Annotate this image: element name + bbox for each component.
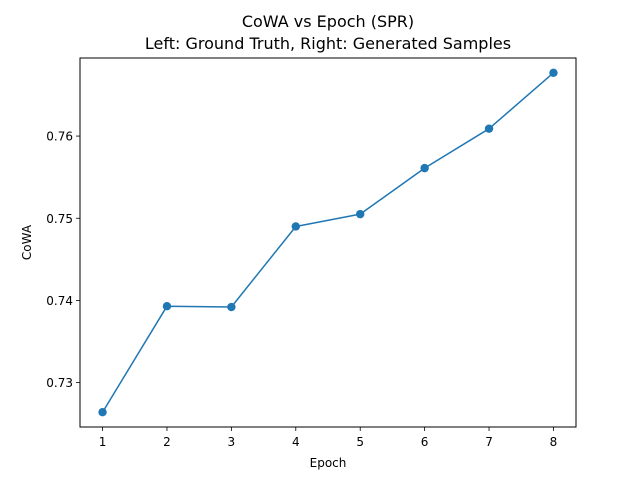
data-point <box>227 302 236 312</box>
x-tick-label: 3 <box>228 435 236 449</box>
x-tick-label: 1 <box>99 435 107 449</box>
x-axis-label: Epoch <box>310 456 347 470</box>
data-point <box>291 222 300 231</box>
series-line <box>101 72 554 413</box>
x-tick-label: 7 <box>485 435 493 449</box>
x-tick-label: 5 <box>356 435 364 449</box>
x-axis: 1 2 3 4 5 6 7 8 <box>99 427 558 449</box>
x-tick-label: 4 <box>292 435 300 449</box>
data-point <box>356 209 365 219</box>
x-tick-label: 8 <box>550 435 558 449</box>
x-tick-label: 6 <box>421 435 429 449</box>
chart-subtitle: Left: Ground Truth, Right: Generated Sam… <box>145 34 511 53</box>
y-axis: 0.73 0.74 0.75 0.76 <box>46 130 80 390</box>
data-point <box>549 68 558 77</box>
y-tick-label: 0.74 <box>46 294 73 308</box>
data-point <box>162 301 172 311</box>
data-point <box>484 124 494 133</box>
axes-frame <box>79 57 577 428</box>
data-point <box>420 163 429 173</box>
y-tick-label: 0.76 <box>46 130 73 144</box>
x-tick-label: 2 <box>163 435 171 449</box>
chart-title: CoWA vs Epoch (SPR) <box>242 12 414 31</box>
y-axis-label: CoWA <box>20 224 34 260</box>
plot-area <box>98 68 558 417</box>
y-tick-label: 0.73 <box>46 376 73 390</box>
data-point <box>98 408 107 417</box>
y-tick-label: 0.75 <box>46 212 73 226</box>
